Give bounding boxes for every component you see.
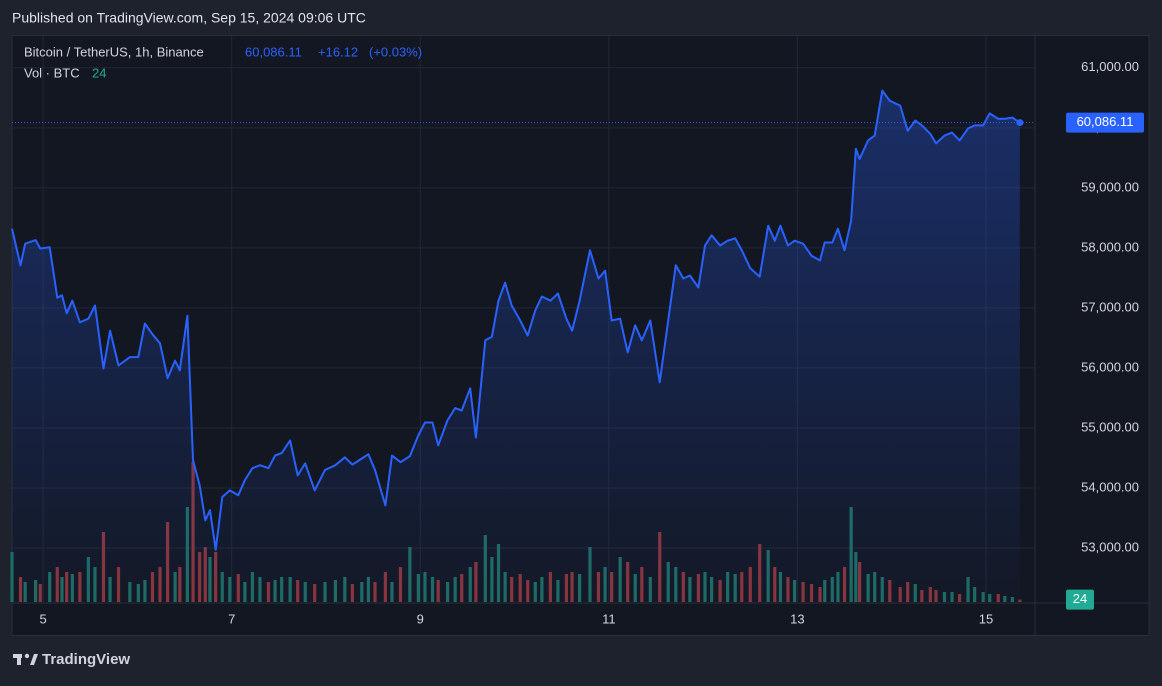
published-text: Published on TradingView.com, Sep 15, 20…: [12, 10, 366, 26]
y-tick-label: 53,000.00: [1081, 539, 1139, 554]
x-tick-label: 15: [979, 611, 993, 626]
symbol-title: Bitcoin / TetherUS, 1h, Binance: [24, 44, 204, 59]
header-change-pct: (+0.03%): [369, 44, 422, 59]
y-tick-label: 58,000.00: [1081, 239, 1139, 254]
last-price-badge: [1066, 112, 1144, 133]
brand-name: TradingView: [42, 651, 130, 668]
price-line: [11, 89, 1021, 551]
last-price-label: 60,086.11: [1077, 114, 1134, 129]
last-volume-badge: [1066, 589, 1094, 610]
y-tick-label: 59,000.00: [1081, 179, 1139, 194]
x-tick-label: 11: [602, 611, 616, 626]
y-tick-label: 57,000.00: [1081, 299, 1139, 314]
brand-logo: [13, 653, 38, 665]
last-price-dot: [1016, 119, 1024, 127]
y-tick-label: 61,000.00: [1081, 59, 1139, 74]
x-tick-label: 5: [39, 611, 46, 626]
volume-title: Vol · BTC: [24, 65, 80, 80]
y-tick-label: 54,000.00: [1081, 479, 1139, 494]
x-tick-label: 9: [417, 611, 424, 626]
y-tick-label: 55,000.00: [1081, 419, 1139, 434]
last-volume-label: 24: [1073, 591, 1087, 606]
volume-bar: [1018, 599, 1022, 602]
header-price: 60,086.11: [245, 44, 302, 59]
x-tick-label: 7: [228, 611, 235, 626]
price-area: [12, 90, 1020, 602]
y-tick-label: 56,000.00: [1081, 359, 1139, 374]
x-tick-label: 13: [790, 611, 804, 626]
header-change: +16.12: [318, 44, 358, 59]
volume-header-value: 24: [92, 65, 106, 80]
plot: [10, 89, 1035, 602]
